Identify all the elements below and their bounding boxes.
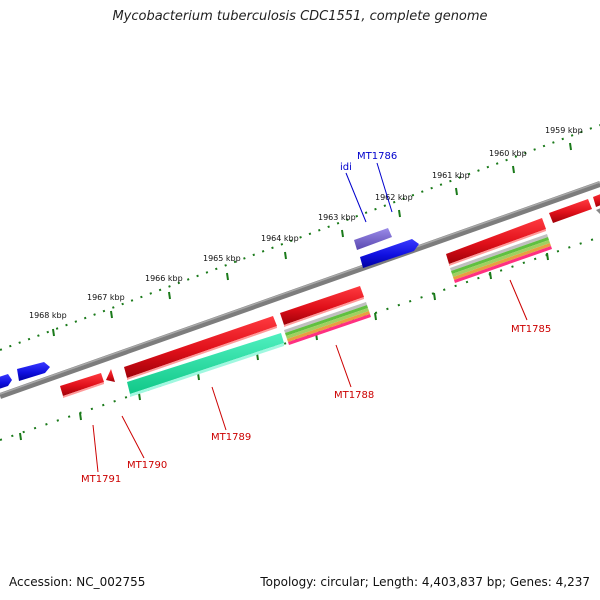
feature-blue-mt1786[interactable] (360, 239, 419, 268)
gene-label-mt1791[interactable]: MT1791 (81, 474, 121, 485)
feature-red-right[interactable] (549, 192, 600, 223)
gene-label-idi[interactable]: idi (340, 162, 352, 173)
gene-label-mt1786[interactable]: MT1786 (357, 151, 397, 162)
feature-red-mt1788[interactable] (280, 286, 364, 327)
gene-label-mt1790[interactable]: MT1790 (127, 460, 167, 471)
kbp-label-1962: 1962 kbp (375, 193, 413, 202)
inner-tick-track (0, 236, 600, 441)
kbp-label-1964: 1964 kbp (261, 234, 299, 243)
feature-red-mt1791[interactable] (60, 373, 104, 398)
feature-blue-left-b[interactable] (17, 362, 50, 381)
feature-blue-left-a[interactable] (0, 374, 12, 390)
kbp-label-1960: 1960 kbp (489, 149, 527, 158)
kbp-tick-1961 (455, 187, 458, 196)
kbp-tick-1968 (52, 328, 55, 337)
feature-stack-mt1785[interactable] (450, 234, 552, 283)
feature-violet-idi[interactable] (354, 228, 392, 250)
leader-lines (92, 162, 528, 473)
map-title: Mycobacterium tuberculosis CDC1551, comp… (112, 9, 488, 24)
gene-label-mt1785[interactable]: MT1785 (511, 324, 551, 335)
kbp-label-1961: 1961 kbp (432, 171, 470, 180)
feature-red-mt1785[interactable] (446, 218, 546, 266)
kbp-tick-1966 (168, 291, 171, 300)
topology-text: Topology: circular; Length: 4,403,837 bp… (260, 575, 590, 589)
gene-label-mt1789[interactable]: MT1789 (211, 432, 251, 443)
kbp-label-1968: 1968 kbp (29, 311, 67, 320)
feature-red-mt1790[interactable] (106, 369, 115, 382)
kbp-tick-1964 (284, 251, 287, 260)
feature-red-mt1789[interactable] (124, 316, 277, 380)
kbp-label-1965: 1965 kbp (203, 254, 241, 263)
kbp-label-1966: 1966 kbp (145, 274, 183, 283)
kbp-tick-1963 (341, 229, 344, 238)
kbp-label-1967: 1967 kbp (87, 293, 125, 302)
kbp-tick-1962 (398, 209, 401, 218)
feature-teal-mt1789[interactable] (127, 333, 284, 397)
kbp-scale: 1959 kbp 1960 kbp 1961 kbp 1962 kbp 1963… (29, 126, 583, 337)
genome-backbone (0, 181, 600, 399)
accession-text: Accession: NC_002755 (9, 575, 146, 589)
gene-label-mt1788[interactable]: MT1788 (334, 390, 374, 401)
kbp-label-1959: 1959 kbp (545, 126, 583, 135)
kbp-tick-1959 (569, 142, 572, 151)
gene-labels: MT1785 MT1786 idi MT1788 MT1789 MT1790 M… (81, 151, 551, 485)
kbp-tick-1967 (110, 310, 113, 319)
feature-stack-mt1788[interactable] (284, 302, 371, 345)
kbp-tick-1960 (512, 165, 515, 174)
outer-tick-track (0, 124, 600, 351)
kbp-label-1963: 1963 kbp (318, 213, 356, 222)
kbp-tick-1965 (226, 272, 229, 281)
